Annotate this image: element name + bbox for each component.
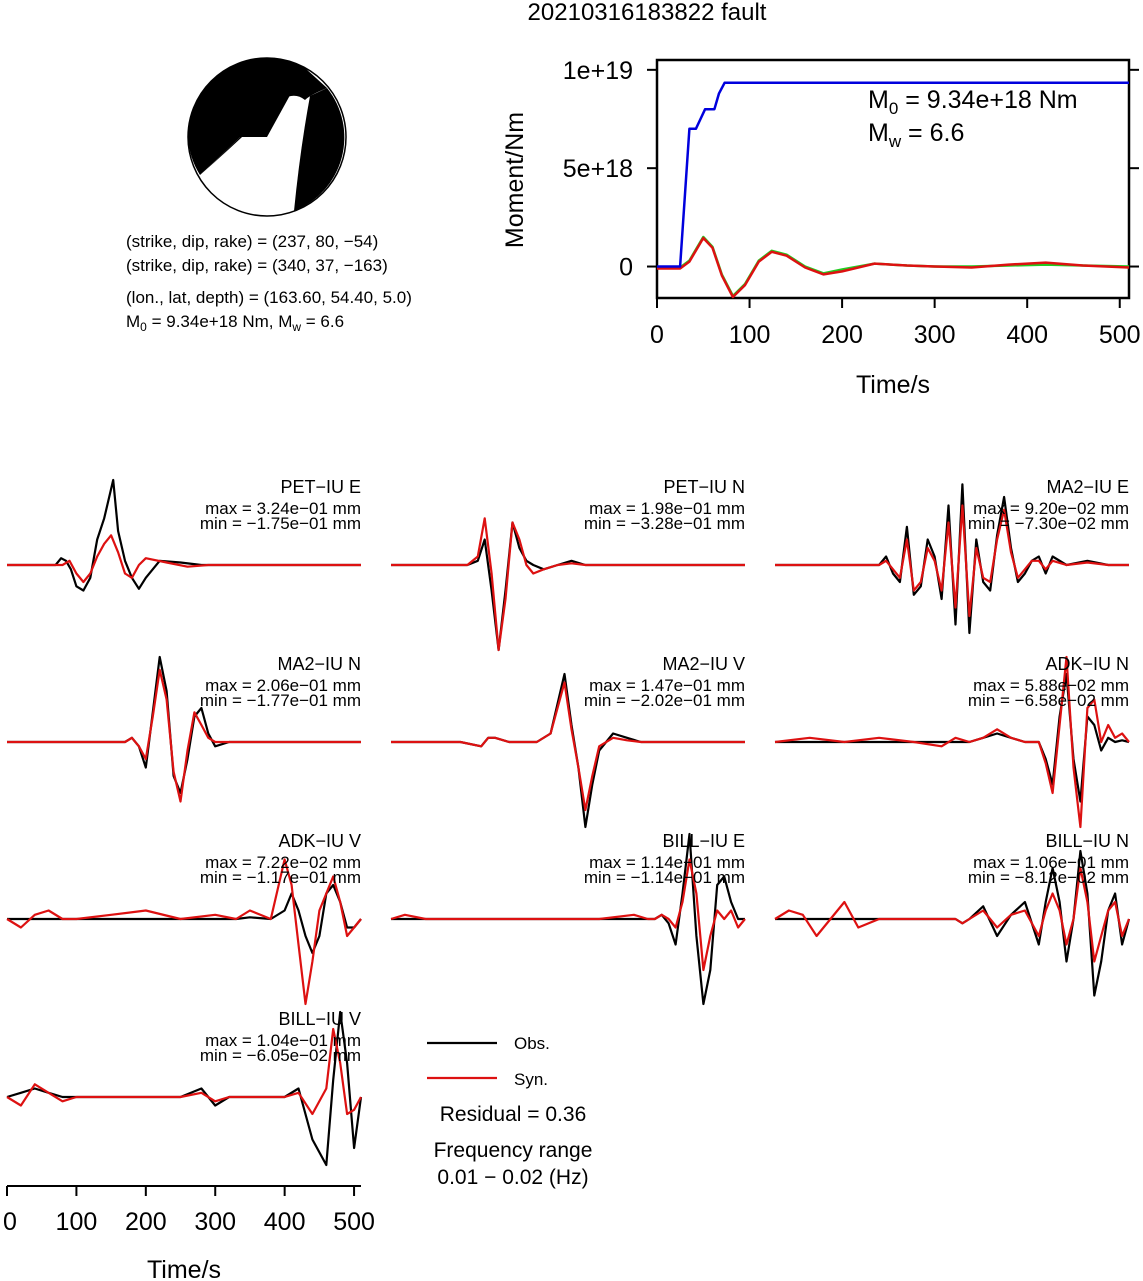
waveform-xtick-label: 400 [264, 1208, 306, 1236]
moment-series-group [657, 81, 1130, 299]
moment-ytick-label: 5e+18 [563, 155, 633, 183]
trace-min-label: min = −3.28e−01 mm [584, 514, 745, 533]
trace-station-label: BILL−IU V [278, 1009, 361, 1029]
synthetic-waveform [390, 858, 746, 972]
trace-max-label: max = 1.14e−01 mm [589, 853, 745, 872]
trace-station-label: ADK−IU V [278, 831, 361, 851]
moment-xtick-label: 400 [1006, 321, 1048, 349]
waveform-xtick-label: 0 [3, 1208, 17, 1236]
waveform-xtick-label: 200 [125, 1208, 167, 1236]
trace-min-label: min = −1.17e−01 mm [200, 868, 361, 887]
figure-title: 20210316183822 fault [528, 0, 767, 26]
waveform-xtick-label: 500 [333, 1208, 375, 1236]
observed-waveform [391, 521, 745, 652]
frequency-range-title: Frequency range [434, 1139, 593, 1162]
trace-min-label: min = −8.12e−02 mm [968, 868, 1129, 887]
trace-station-label: BILL−IU E [662, 831, 745, 851]
moment-y-axis: 0 5e+18 1e+19 [563, 57, 1139, 282]
waveform-xlabel: Time/s [147, 1256, 221, 1281]
moment-ylabel: Moment/Nm [501, 112, 529, 248]
trace-min-label: min = −1.75e−01 mm [200, 514, 361, 533]
trace-max-label: max = 1.06e−01 mm [973, 853, 1129, 872]
location-text: (lon., lat, depth) = (163.60, 54.40, 5.0… [126, 288, 412, 307]
trace-station-label: MA2−IU V [662, 654, 745, 674]
trace-station-label: ADK−IU N [1045, 654, 1129, 674]
moment-rate-red-line [657, 236, 1130, 299]
mw-annotation: Mw = 6.6 [868, 119, 964, 151]
waveform-xtick-label: 100 [56, 1208, 98, 1236]
moment-xtick-label: 500 [1099, 321, 1141, 349]
beachball-quadrant-fill [200, 68, 327, 175]
trace-max-label: max = 7.22e−02 mm [205, 853, 361, 872]
residual-text: Residual = 0.36 [440, 1103, 587, 1126]
moment-x-axis: 0 100 200 300 400 500 [650, 298, 1141, 349]
moment-xtick-label: 100 [729, 321, 771, 349]
moment-rate-panel: 0 5e+18 1e+19 0 100 200 300 400 500 Moment/Nm T… [501, 57, 1141, 399]
frequency-range-value: 0.01 − 0.02 (Hz) [437, 1166, 588, 1189]
trace-max-label: max = 9.20e−02 mm [973, 499, 1129, 518]
plane2-text: (strike, dip, rake) = (340, 37, −163) [126, 256, 388, 275]
synthetic-waveform [6, 858, 362, 1006]
trace-station-label: PET−IU E [280, 477, 361, 497]
beachball-compressional-quadrant-1b [188, 68, 305, 175]
legend-syn-label: Syn. [514, 1070, 548, 1089]
synthetic-waveform [775, 504, 1129, 618]
trace-station-label: MA2−IU N [277, 654, 361, 674]
moment-xtick-label: 0 [650, 321, 664, 349]
trace-max-label: max = 1.98e−01 mm [589, 499, 745, 518]
beachball-compressional-quadrant-2 [294, 88, 345, 211]
moment-cumulative-line [657, 81, 1129, 268]
observed-waveform [7, 883, 362, 955]
moment-ytick-label: 1e+19 [563, 57, 633, 85]
synthetic-waveform [6, 1027, 362, 1116]
beachball [187, 57, 347, 217]
trace-min-label: min = −6.58e−02 mm [968, 691, 1129, 710]
trace-min-label: min = −2.02e−01 mm [584, 691, 745, 710]
trace-max-label: max = 1.47e−01 mm [589, 676, 745, 695]
moment-xlabel: Time/s [856, 371, 930, 399]
trace-min-label: min = −7.30e−02 mm [968, 514, 1129, 533]
trace-min-label: min = −1.14e−01 mm [584, 868, 745, 887]
synthetic-waveform [774, 866, 1131, 963]
trace-station-label: MA2−IU E [1046, 477, 1129, 497]
moment-xtick-label: 200 [821, 321, 863, 349]
synthetic-waveform [7, 668, 361, 803]
trace-max-label: max = 1.04e−01 mm [205, 1031, 361, 1050]
synthetic-waveform [774, 655, 1130, 829]
observed-waveform [775, 483, 1129, 635]
m0-annotation: M0 = 9.34e+18 Nm [868, 86, 1078, 118]
trace-min-label: min = −6.05e−02 mm [200, 1046, 361, 1065]
trace-station-label: PET−IU N [663, 477, 745, 497]
trace-max-label: max = 2.06e−01 mm [205, 676, 361, 695]
synthetic-waveform [391, 517, 745, 652]
synthetic-waveform [7, 534, 361, 584]
beachball-compressional-quadrant-1 [188, 58, 305, 137]
trace-station-label: BILL−IU N [1045, 831, 1129, 851]
trace-max-label: max = 3.24e−01 mm [205, 499, 361, 518]
moment-xtick-label: 300 [914, 321, 956, 349]
moment-text: M0 = 9.34e+18 Nm, Mw = 6.6 [126, 312, 344, 334]
waveform-x-axis: 0 100 200 300 400 500 [3, 1185, 375, 1236]
synthetic-waveform [391, 681, 745, 812]
trace-max-label: max = 5.88e−02 mm [973, 676, 1129, 695]
plane1-text: (strike, dip, rake) = (237, 80, −54) [126, 232, 378, 251]
legend-obs-label: Obs. [514, 1034, 550, 1053]
legend: Obs. Syn. [427, 1034, 550, 1089]
moment-ytick-label: 0 [619, 254, 633, 282]
waveform-xtick-label: 300 [194, 1208, 236, 1236]
trace-min-label: min = −1.77e−01 mm [200, 691, 361, 710]
moment-plot-frame [655, 58, 1131, 300]
